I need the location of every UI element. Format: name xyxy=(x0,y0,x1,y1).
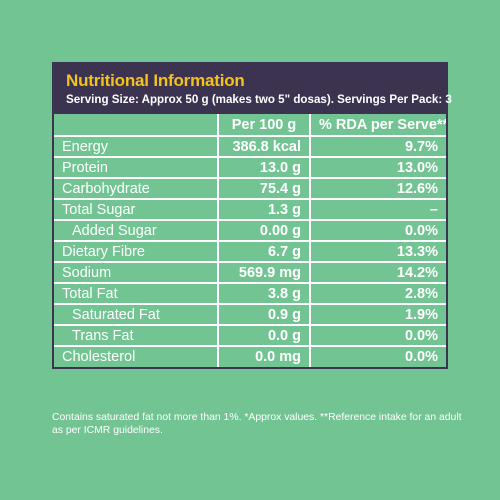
table-row: Cholesterol 0.0 mg 0.0% xyxy=(54,345,446,367)
nutrient-rda: 0.0% xyxy=(309,345,446,367)
nutrient-value: 3.8 g xyxy=(217,282,311,305)
nutrient-rda: 14.2% xyxy=(309,261,446,284)
nutrient-value: 75.4 g xyxy=(217,177,311,200)
nutrient-value: 1.3 g xyxy=(217,198,311,221)
nutrient-name: Sodium xyxy=(54,261,219,284)
footnote: Contains saturated fat not more than 1%.… xyxy=(52,412,462,436)
table-row: Trans Fat 0.0 g 0.0% xyxy=(54,324,446,347)
table-header-row: Per 100 g % RDA per Serve** xyxy=(54,114,446,137)
table-row: Sodium 569.9 mg 14.2% xyxy=(54,261,446,284)
serving-info: Serving Size: Approx 50 g (makes two 5" … xyxy=(66,93,452,106)
table-row: Added Sugar 0.00 g 0.0% xyxy=(54,219,446,242)
nutrient-value: 13.0 g xyxy=(217,156,311,179)
header-nutrient xyxy=(54,114,219,137)
nutrient-name: Total Sugar xyxy=(54,198,219,221)
nutrient-value: 0.00 g xyxy=(217,219,311,242)
nutrient-value: 386.8 kcal xyxy=(217,135,311,158)
table-row: Carbohydrate 75.4 g 12.6% xyxy=(54,177,446,200)
nutrient-value: 0.9 g xyxy=(217,303,311,326)
nutrient-rda: 12.6% xyxy=(309,177,446,200)
nutrient-rda: 9.7% xyxy=(309,135,446,158)
nutrient-value: 0.0 g xyxy=(217,324,311,347)
header-rda: % RDA per Serve** xyxy=(309,114,446,137)
table-row: Dietary Fibre 6.7 g 13.3% xyxy=(54,240,446,263)
nutrient-name: Added Sugar xyxy=(54,219,219,242)
nutrient-rda: – xyxy=(309,198,446,221)
nutrient-name: Protein xyxy=(54,156,219,179)
nutrient-value: 6.7 g xyxy=(217,240,311,263)
nutrient-rda: 0.0% xyxy=(309,219,446,242)
nutrient-rda: 13.3% xyxy=(309,240,446,263)
nutrient-name: Total Fat xyxy=(54,282,219,305)
table-row: Total Fat 3.8 g 2.8% xyxy=(54,282,446,305)
table-row: Saturated Fat 0.9 g 1.9% xyxy=(54,303,446,326)
nutrient-rda: 13.0% xyxy=(309,156,446,179)
nutrient-value: 0.0 mg xyxy=(217,345,311,367)
nutrient-name: Saturated Fat xyxy=(54,303,219,326)
nutrient-rda: 0.0% xyxy=(309,324,446,347)
nutrition-table: Per 100 g % RDA per Serve** Energy 386.8… xyxy=(54,114,446,367)
table-row: Total Sugar 1.3 g – xyxy=(54,198,446,221)
nutrient-rda: 1.9% xyxy=(309,303,446,326)
panel-title: Nutritional Information xyxy=(66,71,245,90)
header-per-100g: Per 100 g xyxy=(217,114,311,137)
table-row: Energy 386.8 kcal 9.7% xyxy=(54,135,446,158)
nutrient-name: Dietary Fibre xyxy=(54,240,219,263)
nutrition-panel: Nutritional Information Serving Size: Ap… xyxy=(52,62,452,369)
panel-header: Nutritional Information Serving Size: Ap… xyxy=(54,64,452,114)
nutrient-name: Cholesterol xyxy=(54,345,219,367)
table-row: Protein 13.0 g 13.0% xyxy=(54,156,446,179)
nutrient-value: 569.9 mg xyxy=(217,261,311,284)
nutrient-rda: 2.8% xyxy=(309,282,446,305)
nutrient-name: Energy xyxy=(54,135,219,158)
nutrient-name: Trans Fat xyxy=(54,324,219,347)
nutrient-name: Carbohydrate xyxy=(54,177,219,200)
